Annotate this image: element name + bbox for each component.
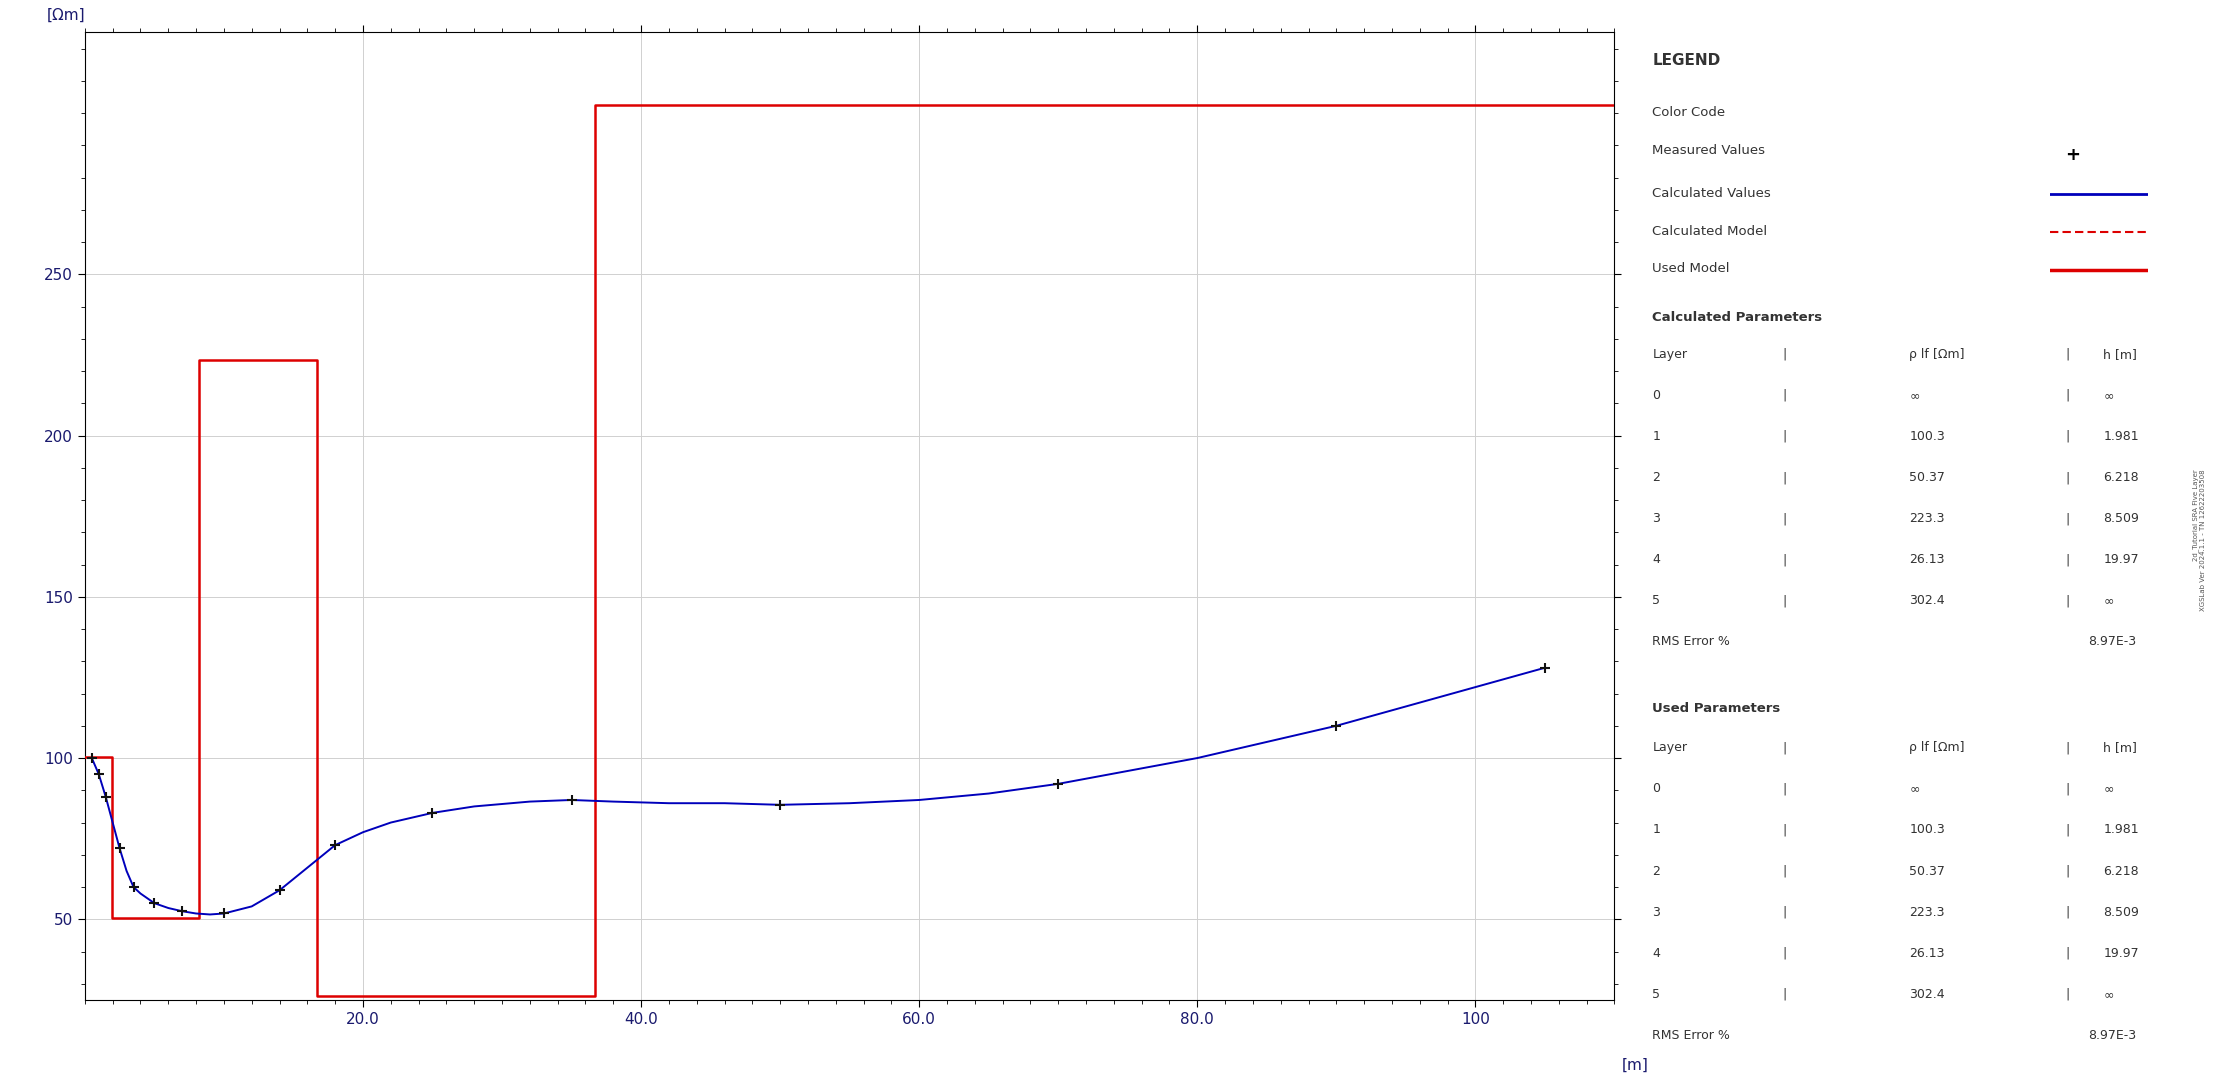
Text: |: | (1782, 988, 1786, 1001)
Text: 1: 1 (1652, 824, 1661, 837)
Text: |: | (2066, 783, 2070, 796)
Text: 4: 4 (1652, 553, 1661, 566)
Text: ρ lf [Ωm]: ρ lf [Ωm] (1909, 348, 1965, 361)
Text: 26.13: 26.13 (1909, 553, 1945, 566)
Text: Used Parameters: Used Parameters (1652, 703, 1780, 716)
Text: 302.4: 302.4 (1909, 988, 1945, 1001)
Text: 8.97E-3: 8.97E-3 (2088, 1029, 2137, 1042)
Text: |: | (1782, 947, 1786, 960)
Text: 2d_Tutorial SRA Five Layer
XGSLab Ver 2024.1.1 - TN 12622203508: 2d_Tutorial SRA Five Layer XGSLab Ver 20… (2193, 469, 2206, 612)
Text: 2: 2 (1652, 471, 1661, 484)
Text: |: | (2066, 430, 2070, 443)
Text: [Ωm]: [Ωm] (47, 8, 85, 23)
Text: |: | (1782, 595, 1786, 608)
Text: |: | (1782, 348, 1786, 361)
Text: |: | (2066, 824, 2070, 837)
Text: RMS Error %: RMS Error % (1652, 1029, 1731, 1042)
Text: 302.4: 302.4 (1909, 595, 1945, 608)
Text: 8.509: 8.509 (2103, 906, 2139, 919)
Text: |: | (1782, 865, 1786, 878)
Text: 19.97: 19.97 (2103, 947, 2139, 960)
Text: 3: 3 (1652, 906, 1661, 919)
Text: 100.3: 100.3 (1909, 824, 1945, 837)
Text: +: + (2066, 146, 2081, 163)
Text: 8.97E-3: 8.97E-3 (2088, 636, 2137, 649)
Text: 50.37: 50.37 (1909, 471, 1945, 484)
Text: 4: 4 (1652, 947, 1661, 960)
Text: |: | (2066, 471, 2070, 484)
Text: |: | (1782, 824, 1786, 837)
Text: 223.3: 223.3 (1909, 906, 1945, 919)
Text: 0: 0 (1652, 783, 1661, 796)
Text: ∞: ∞ (2103, 389, 2115, 402)
Text: 3: 3 (1652, 512, 1661, 525)
Text: 50.37: 50.37 (1909, 865, 1945, 878)
Text: |: | (2066, 595, 2070, 608)
Text: Color Code: Color Code (1652, 106, 1726, 119)
Text: |: | (1782, 512, 1786, 525)
Text: 0: 0 (1652, 389, 1661, 402)
Text: LEGEND: LEGEND (1652, 53, 1722, 68)
Text: |: | (1782, 389, 1786, 402)
Text: |: | (2066, 865, 2070, 878)
Text: ∞: ∞ (2103, 988, 2115, 1001)
Text: 26.13: 26.13 (1909, 947, 1945, 960)
Text: 1: 1 (1652, 430, 1661, 443)
Text: |: | (1782, 742, 1786, 755)
Text: Layer: Layer (1652, 348, 1688, 361)
Text: ∞: ∞ (1909, 389, 1920, 402)
Text: Measured Values: Measured Values (1652, 144, 1766, 157)
Text: |: | (1782, 783, 1786, 796)
Text: |: | (1782, 471, 1786, 484)
Text: Calculated Values: Calculated Values (1652, 187, 1771, 200)
Text: 5: 5 (1652, 595, 1661, 608)
Text: |: | (2066, 947, 2070, 960)
Text: 100.3: 100.3 (1909, 430, 1945, 443)
Text: XGSLab: XGSLab (2034, 999, 2090, 1012)
Text: |: | (2066, 389, 2070, 402)
Text: 19.97: 19.97 (2103, 553, 2139, 566)
Text: ρ lf [Ωm]: ρ lf [Ωm] (1909, 742, 1965, 755)
Text: |: | (2066, 988, 2070, 1001)
Text: RMS Error %: RMS Error % (1652, 636, 1731, 649)
Text: Used Model: Used Model (1652, 263, 1731, 276)
Text: |: | (1782, 553, 1786, 566)
Text: ∞: ∞ (2103, 595, 2115, 608)
Text: Calculated Parameters: Calculated Parameters (1652, 311, 1822, 324)
Text: 2: 2 (1652, 865, 1661, 878)
Text: |: | (2066, 512, 2070, 525)
Text: SOFTWARE: SOFTWARE (2034, 1029, 2090, 1039)
Text: ∞: ∞ (1909, 783, 1920, 796)
Text: 5: 5 (1652, 988, 1661, 1001)
Text: |: | (2066, 742, 2070, 755)
Text: 223.3: 223.3 (1909, 512, 1945, 525)
Text: h [m]: h [m] (2103, 742, 2137, 755)
Text: |: | (2066, 348, 2070, 361)
Text: 1.981: 1.981 (2103, 824, 2139, 837)
Text: |: | (2066, 553, 2070, 566)
Text: h [m]: h [m] (2103, 348, 2137, 361)
Text: ∞: ∞ (2103, 783, 2115, 796)
Text: [m]: [m] (1621, 1058, 1648, 1073)
Text: 6.218: 6.218 (2103, 865, 2139, 878)
Text: |: | (1782, 906, 1786, 919)
Text: Calculated Model: Calculated Model (1652, 225, 1769, 238)
Text: |: | (1782, 430, 1786, 443)
Text: Layer: Layer (1652, 742, 1688, 755)
Text: 8.509: 8.509 (2103, 512, 2139, 525)
Text: |: | (2066, 906, 2070, 919)
Text: 1.981: 1.981 (2103, 430, 2139, 443)
Text: 6.218: 6.218 (2103, 471, 2139, 484)
